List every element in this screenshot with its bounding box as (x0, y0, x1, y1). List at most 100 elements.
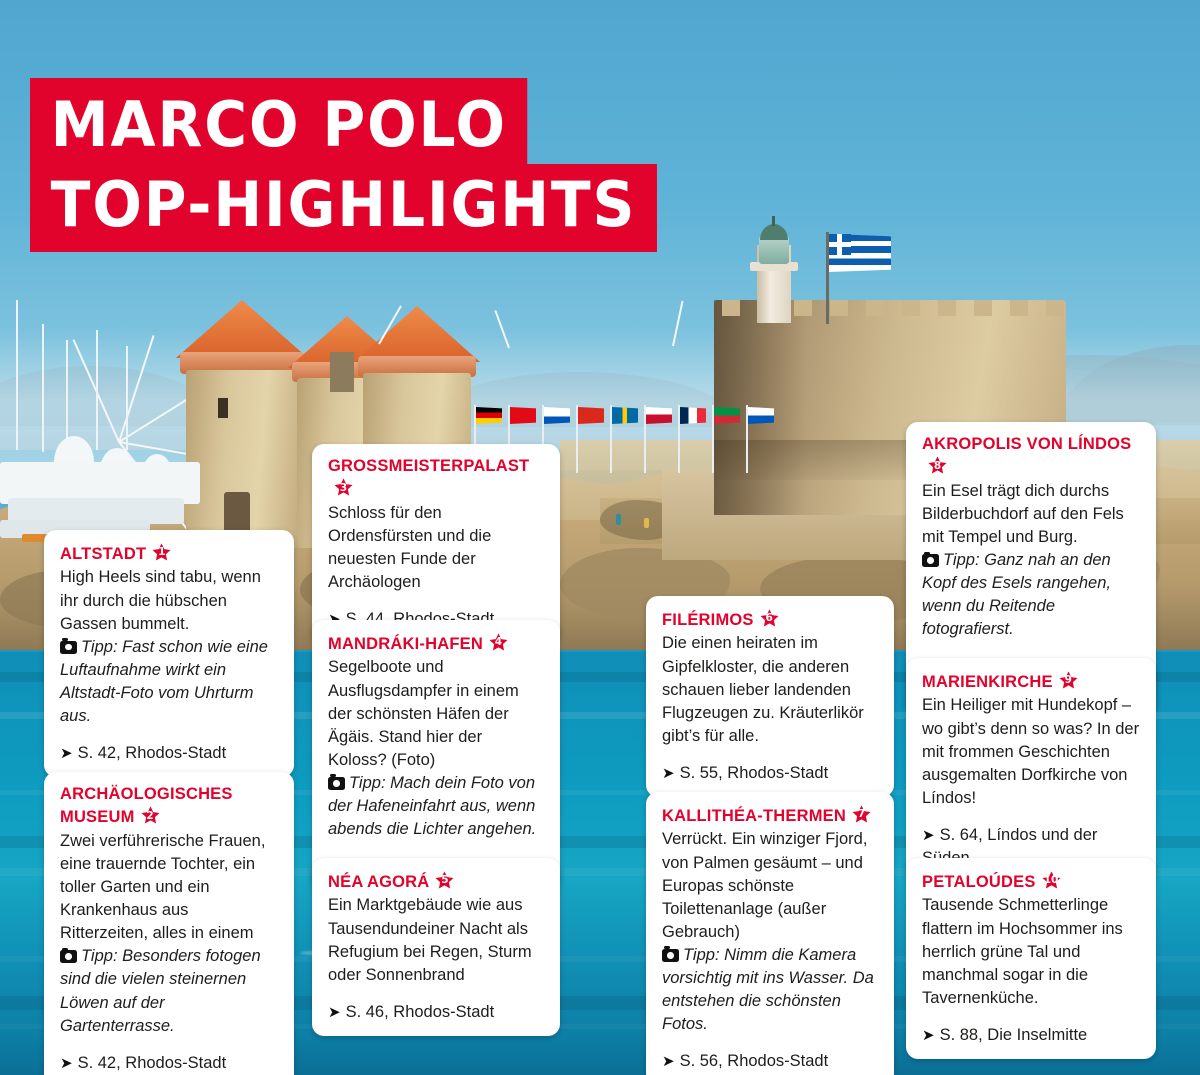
boat-mast (126, 346, 128, 450)
card-body: Ein Marktgebäude wie aus Tausendundeiner… (328, 896, 532, 984)
arrow-icon: ➤ (328, 1003, 341, 1021)
star-badge-number: 4 (494, 636, 503, 649)
card-title-text: FILÉRIMOS (662, 611, 754, 629)
battlement (866, 300, 884, 316)
flag (578, 407, 604, 424)
card-body: Verrückt. Ein winziger Fjord, von Palmen… (662, 830, 868, 941)
card-reference-text: S. 88, Die Inselmitte (939, 1025, 1088, 1044)
card-reference[interactable]: ➤ S. 55, Rhodos-Stadt (662, 762, 878, 785)
card-reference-text: S. 46, Rhodos-Stadt (345, 1002, 495, 1021)
battlement (722, 300, 740, 316)
highlight-card-petaloudes[interactable]: PETALOÚDES 10 Tausende Schmetterlinge fla… (906, 858, 1156, 1059)
wave-shadow (0, 836, 1200, 848)
star-badge-icon: 3 (333, 477, 354, 498)
card-body: Tausende Schmetterlinge flattern im Hoch… (922, 896, 1123, 1007)
highlight-card-altstadt[interactable]: ALTSTADT 1 High Heels sind tabu, wenn ihr… (44, 530, 294, 778)
card-body: Zwei verführerische Frauen, eine trauern… (60, 831, 266, 943)
lighthouse-gallery (750, 262, 798, 271)
title-line-subject: TOP-HIGHLIGHTS (30, 164, 658, 252)
page-title: MARCO POLO TOP-HIGHLIGHTS (30, 78, 697, 252)
highlight-card-archaeologisches-museum[interactable]: ARCHÄOLOGISCHES MUSEUM 2 Zwei verführeris… (44, 772, 294, 1075)
arrow-icon: ➤ (922, 1026, 935, 1044)
star-badge-number: 8 (933, 459, 942, 472)
wave-band (0, 790, 1200, 795)
battlement (902, 300, 920, 316)
flag-pole (826, 232, 829, 324)
card-reference-text: S. 42, Rhodos-Stadt (77, 744, 227, 763)
battlement (938, 300, 956, 316)
card-reference[interactable]: ➤ S. 88, Die Inselmitte (922, 1024, 1140, 1047)
star-badge-icon: 4 (488, 632, 509, 653)
boat-mast (66, 340, 68, 452)
card-title: AKROPOLIS VON LÍNDOS 8 (922, 434, 1140, 479)
card-body: Die einen heiraten im Gipfelkloster, die… (662, 634, 864, 745)
person (616, 514, 621, 525)
star-badge-icon: 1 (151, 542, 172, 563)
highlight-card-filerimos[interactable]: FILÉRIMOS 6 Die einen heiraten im Gipfelk… (646, 596, 894, 797)
card-title: ALTSTADT 1 (60, 542, 278, 565)
highlight-card-grossmeisterpalast[interactable]: GROSSMEISTERPALAST 3 Schloss für den Orde… (312, 444, 560, 644)
star-badge-number: 9 (1064, 674, 1072, 687)
flag (510, 407, 536, 424)
card-title-text: ARCHÄOLOGISCHES MUSEUM (60, 785, 233, 827)
battlement (830, 300, 848, 316)
card-reference[interactable]: ➤ S. 56, Rhodos-Stadt (662, 1050, 878, 1073)
flag (476, 407, 502, 424)
card-title: GROSSMEISTERPALAST 3 (328, 456, 544, 501)
card-title: ARCHÄOLOGISCHES MUSEUM 2 (60, 784, 278, 829)
card-tip: Tipp: Fast schon wie eine Luftaufnahme w… (60, 636, 278, 728)
highlight-card-kallithea-thermen[interactable]: KALLITHÉA-THERMEN 7 Verrückt. Ein winzige… (646, 792, 894, 1075)
star-badge-icon: 7 (851, 804, 872, 825)
card-reference[interactable]: ➤ S. 42, Rhodos-Stadt (60, 742, 278, 765)
arrow-icon: ➤ (60, 745, 73, 763)
card-body: Schloss für den Ordensfürsten und die ne… (328, 503, 492, 592)
star-badge-icon: 5 (434, 870, 455, 891)
highlight-card-nea-agora[interactable]: NÉA AGORÁ 5 Ein Marktgebäude wie aus Taus… (312, 858, 560, 1036)
card-title-text: MARIENKIRCHE (922, 673, 1053, 691)
camera-icon (922, 551, 939, 568)
wave-band (0, 868, 1200, 876)
wave-band (0, 956, 1200, 962)
star-badge-icon: 9 (1058, 670, 1079, 691)
star-badge-number: 5 (441, 874, 449, 887)
battlement (1046, 300, 1064, 316)
card-title: MARIENKIRCHE 9 (922, 670, 1140, 693)
highlight-card-marienkirche[interactable]: MARIENKIRCHE 9 Ein Heiliger mit Hundekopf… (906, 658, 1156, 883)
title-line-brand: MARCO POLO (30, 78, 528, 166)
card-title: KALLITHÉA-THERMEN 7 (662, 804, 878, 827)
card-body: High Heels sind tabu, wenn ihr durch die… (60, 568, 261, 633)
card-title: NÉA AGORÁ 5 (328, 870, 544, 893)
card-title: FILÉRIMOS 6 (662, 608, 878, 631)
card-title-text: KALLITHÉA-THERMEN (662, 807, 846, 825)
card-title: PETALOÚDES 10 (922, 870, 1140, 893)
battlement (1010, 300, 1028, 316)
arrow-icon: ➤ (662, 764, 675, 782)
camera-icon (60, 947, 77, 964)
card-reference[interactable]: ➤ S. 46, Rhodos-Stadt (328, 1001, 544, 1024)
star-badge-icon: 6 (759, 608, 780, 629)
camera-icon (60, 638, 77, 654)
lighthouse-lamp-room (759, 236, 789, 264)
flag (646, 407, 672, 424)
card-title-text: NÉA AGORÁ (328, 873, 430, 891)
star-badge-number: 7 (857, 808, 866, 821)
star-badge-number: 1 (158, 546, 166, 559)
star-badge-number: 10 (1043, 874, 1059, 887)
card-body: Ein Heiliger mit Hundekopf – wo gibt’s d… (922, 696, 1140, 807)
camera-icon (328, 774, 345, 790)
card-reference[interactable]: ➤ S. 42, Rhodos-Stadt (60, 1052, 278, 1075)
card-reference-text: S. 55, Rhodos-Stadt (679, 763, 829, 782)
fortress-shadow (714, 300, 806, 515)
camera-icon (662, 946, 679, 962)
card-title-text: AKROPOLIS VON LÍNDOS (922, 435, 1132, 453)
star-badge-number: 6 (765, 612, 773, 625)
flag (714, 407, 740, 424)
star-badge-number: 2 (146, 809, 154, 822)
highlight-card-mandraki-hafen[interactable]: MANDRÁKI-HAFEN 4 Segelboote und Ausflugsd… (312, 620, 560, 891)
boat-mast (96, 330, 98, 450)
card-title-text: GROSSMEISTERPALAST (328, 457, 530, 475)
arrow-icon: ➤ (922, 826, 935, 844)
boat-mast (16, 300, 18, 450)
star-badge-icon: 2 (140, 805, 161, 826)
